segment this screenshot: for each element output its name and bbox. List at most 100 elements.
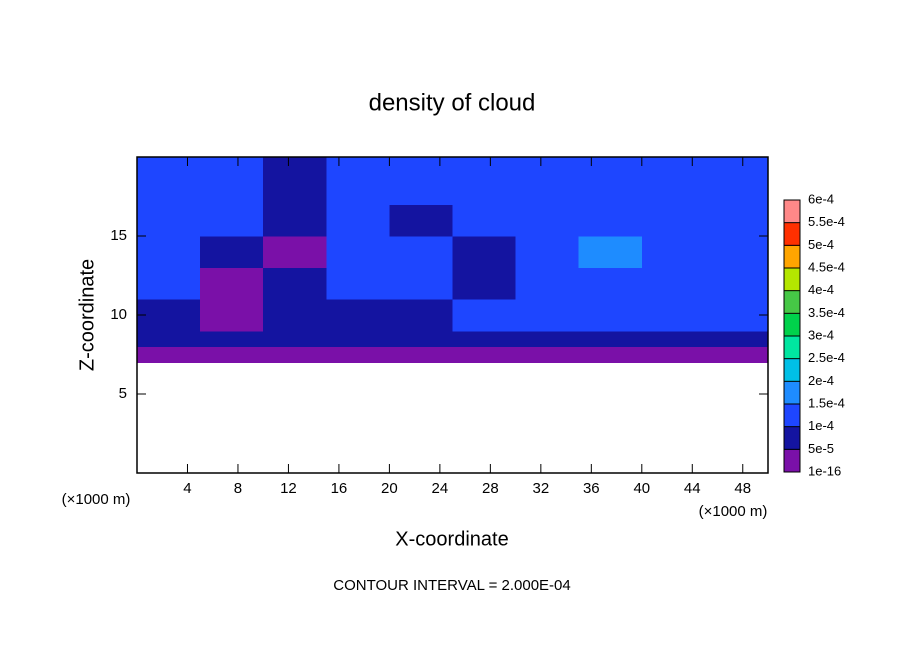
- contour-cell: [389, 299, 453, 332]
- contour-cell: [137, 236, 201, 269]
- x-tick-label: 24: [432, 480, 449, 497]
- contour-cell: [452, 267, 517, 300]
- contour-cell: [326, 346, 390, 363]
- chart-title: density of cloud: [369, 89, 536, 116]
- colorbar-label: 2.5e-4: [808, 350, 845, 365]
- x-tick-label: 16: [331, 480, 348, 497]
- colorbar-label: 1.5e-4: [808, 395, 845, 410]
- contour-cell: [263, 172, 327, 205]
- contour-cell: [326, 267, 390, 300]
- colorbar-label: 6e-4: [808, 191, 834, 206]
- contour-cell: [326, 157, 390, 174]
- contour-cell: [326, 299, 390, 332]
- y-tick-label: 15: [110, 227, 127, 244]
- contour-cell: [515, 299, 580, 332]
- contour-cell: [578, 346, 643, 363]
- contour-cell: [515, 157, 580, 174]
- contour-cell: [389, 172, 453, 205]
- contour-cell: [389, 157, 453, 174]
- contour-cell: [263, 346, 327, 363]
- contour-cell: [137, 204, 201, 237]
- x-tick-label: 20: [381, 480, 398, 497]
- contour-cell: [641, 346, 706, 363]
- contour-cell: [452, 330, 517, 348]
- colorbar-band: [784, 290, 800, 314]
- contour-cell: [263, 299, 327, 332]
- contour-cell: [452, 236, 517, 269]
- colorbar-label: 5e-5: [808, 441, 834, 456]
- contour-cell: [200, 204, 264, 237]
- colorbar-band: [784, 268, 800, 292]
- colorbar-band: [784, 222, 800, 246]
- contour-cell: [263, 330, 327, 348]
- contour-cell: [578, 157, 643, 174]
- contour-cell: [137, 346, 201, 363]
- x-tick-label: 8: [234, 480, 242, 497]
- contour-cell: [326, 204, 390, 237]
- contour-cell: [326, 330, 390, 348]
- contour-cell: [578, 299, 643, 332]
- contour-cell: [641, 157, 706, 174]
- contour-cell: [452, 299, 517, 332]
- contour-cell: [704, 204, 769, 237]
- colorbar-band: [784, 336, 800, 360]
- colorbar-label: 3.5e-4: [808, 305, 845, 320]
- x-tick-label: 28: [482, 480, 499, 497]
- contour-cell: [704, 172, 769, 205]
- contour-cell: [578, 172, 643, 205]
- contour-cell: [137, 330, 201, 348]
- colorbar-label: 4.5e-4: [808, 259, 845, 274]
- colorbar-label: 3e-4: [808, 327, 834, 342]
- contour-cell: [389, 330, 453, 348]
- x-tick-label: 12: [280, 480, 297, 497]
- contour-cell: [704, 267, 769, 300]
- contour-cell: [200, 330, 264, 348]
- contour-cell: [704, 346, 769, 363]
- contour-cell: [515, 267, 580, 300]
- contour-cell: [578, 204, 643, 237]
- contour-cell: [704, 299, 769, 332]
- contour-cell: [200, 267, 264, 300]
- contour-cell: [641, 236, 706, 269]
- colorbar-band: [784, 449, 800, 473]
- y-axis-label: Z-coordinate: [76, 259, 98, 371]
- y-unit: (×1000 m): [62, 491, 131, 508]
- contour-cell: [389, 204, 453, 237]
- colorbar-label: 5.5e-4: [808, 214, 845, 229]
- colorbar-band: [784, 245, 800, 269]
- contour-cell: [704, 330, 769, 348]
- colorbar-band: [784, 381, 800, 405]
- contour-cell: [578, 330, 643, 348]
- contour-cell: [137, 267, 201, 300]
- contour-cell: [389, 267, 453, 300]
- contour-cell: [263, 204, 327, 237]
- contour-cell: [515, 330, 580, 348]
- x-tick-label: 4: [183, 480, 191, 497]
- contour-cell: [452, 172, 517, 205]
- x-tick-label: 32: [532, 480, 549, 497]
- colorbar-label: 2e-4: [808, 373, 834, 388]
- contour-cell: [452, 157, 517, 174]
- x-tick-label: 48: [734, 480, 751, 497]
- contour-cell: [641, 267, 706, 300]
- contour-cell: [326, 236, 390, 269]
- contour-cell: [326, 172, 390, 205]
- contour-cell: [641, 204, 706, 237]
- colorbar-band: [784, 313, 800, 337]
- contour-cell: [515, 204, 580, 237]
- contour-cell: [515, 236, 580, 269]
- x-tick-label: 36: [583, 480, 600, 497]
- y-tick-label: 10: [110, 306, 127, 323]
- contour-cell: [200, 346, 264, 363]
- contour-cell: [200, 236, 264, 269]
- colorbar-band: [784, 426, 800, 450]
- annotation: CONTOUR INTERVAL = 2.000E-04: [333, 577, 570, 594]
- colorbar-band: [784, 404, 800, 428]
- x-tick-label: 40: [633, 480, 650, 497]
- contour-cell: [200, 172, 264, 205]
- contour-cell: [515, 172, 580, 205]
- contour-cell: [452, 346, 517, 363]
- contour-cell: [641, 172, 706, 205]
- contour-cell: [452, 204, 517, 237]
